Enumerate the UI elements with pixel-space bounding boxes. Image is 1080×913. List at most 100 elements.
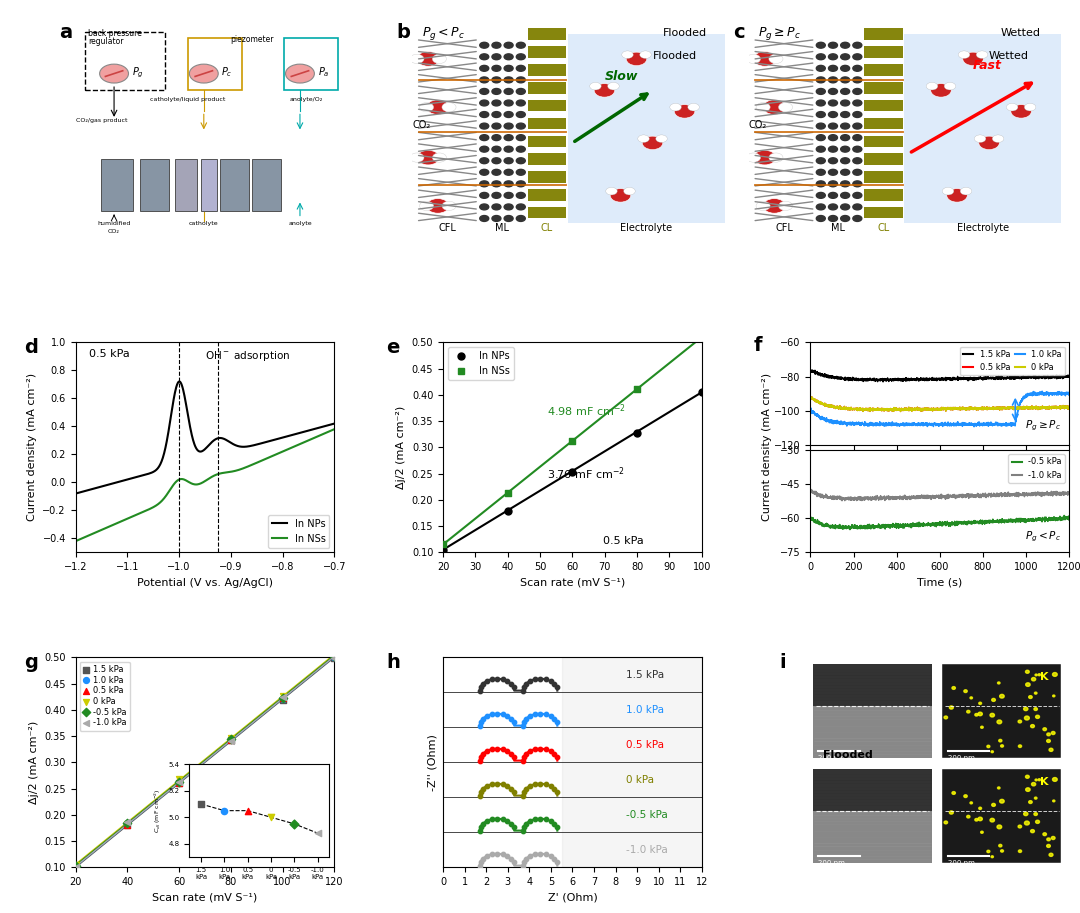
Circle shape [754, 151, 775, 165]
Circle shape [504, 146, 513, 152]
Circle shape [1053, 673, 1057, 677]
Text: e: e [387, 338, 400, 357]
Circle shape [516, 100, 525, 106]
Circle shape [516, 193, 525, 198]
Bar [527, 135, 566, 147]
Point [522, 674, 539, 688]
Circle shape [816, 100, 825, 106]
0.5 kPa [930, 403, 943, 414]
Text: piezometer: piezometer [230, 35, 273, 44]
Circle shape [840, 89, 850, 94]
Bar [864, 172, 903, 183]
Circle shape [967, 710, 970, 713]
Circle shape [516, 42, 525, 48]
Circle shape [840, 123, 850, 129]
X-axis label: Z' (Ohm): Z' (Ohm) [548, 893, 597, 903]
Circle shape [516, 169, 525, 175]
Y-axis label: Δj/2 (mA cm⁻²): Δj/2 (mA cm⁻²) [396, 405, 406, 489]
Circle shape [1036, 715, 1040, 719]
Circle shape [828, 123, 837, 129]
Circle shape [594, 84, 615, 97]
Circle shape [987, 745, 990, 748]
Text: 200 nm: 200 nm [947, 860, 974, 866]
Circle shape [492, 158, 501, 163]
Circle shape [853, 215, 862, 222]
Point [471, 683, 488, 698]
Circle shape [853, 158, 862, 163]
Point [504, 855, 522, 870]
Point [471, 719, 488, 733]
1.5 kPa [804, 365, 816, 376]
Circle shape [853, 123, 862, 129]
Circle shape [927, 82, 937, 90]
-0.5 kPa [1055, 515, 1068, 526]
Circle shape [492, 42, 501, 48]
Circle shape [1026, 775, 1029, 778]
Bar [864, 118, 903, 130]
Point [499, 744, 516, 759]
Point [478, 708, 496, 723]
Point [472, 750, 489, 764]
Circle shape [816, 54, 825, 59]
1.5 kPa [171, 775, 188, 790]
Point [564, 434, 581, 448]
Text: i: i [780, 653, 786, 672]
Text: CO₂: CO₂ [748, 121, 767, 131]
Circle shape [840, 181, 850, 187]
Circle shape [1035, 797, 1037, 799]
Point [488, 846, 505, 861]
Bar [568, 34, 725, 223]
0.5 kPa [326, 647, 343, 662]
Circle shape [480, 158, 489, 163]
Circle shape [840, 169, 850, 175]
Circle shape [853, 77, 862, 83]
0.5 kPa [67, 857, 84, 872]
Point [548, 680, 565, 695]
-1.0 kPa [1063, 488, 1076, 498]
Circle shape [816, 193, 825, 198]
Circle shape [998, 682, 1000, 684]
0.5 kPa [818, 398, 831, 409]
Line: -0.5 kPa: -0.5 kPa [810, 515, 1069, 530]
Circle shape [987, 850, 990, 853]
Circle shape [828, 89, 837, 94]
Circle shape [516, 204, 525, 210]
Point [502, 852, 519, 866]
-0.5 kPa [843, 524, 856, 535]
Circle shape [480, 135, 489, 141]
Circle shape [816, 169, 825, 175]
1.5 kPa [923, 373, 936, 384]
Point [537, 672, 554, 687]
Circle shape [816, 123, 825, 129]
Text: anolyte/O₂: anolyte/O₂ [289, 97, 323, 102]
Circle shape [1035, 779, 1037, 781]
Circle shape [410, 153, 424, 163]
Text: CFL: CFL [438, 223, 457, 233]
Text: Current density (mA cm⁻²): Current density (mA cm⁻²) [762, 373, 772, 521]
Point [434, 537, 451, 551]
Text: 3.76 mF cm$^{-2}$: 3.76 mF cm$^{-2}$ [546, 466, 624, 482]
Circle shape [1024, 813, 1028, 815]
-1.0 kPa [930, 491, 943, 502]
Circle shape [1000, 850, 1003, 852]
Circle shape [949, 811, 954, 814]
Point [488, 707, 505, 721]
Circle shape [931, 84, 951, 97]
Circle shape [1038, 779, 1040, 781]
Point [693, 385, 711, 400]
Point [542, 849, 559, 864]
Circle shape [1030, 725, 1035, 728]
0.5 kPa [274, 691, 292, 706]
Circle shape [492, 146, 501, 152]
1.0 kPa [818, 413, 831, 424]
X-axis label: Time (s): Time (s) [917, 578, 962, 588]
Circle shape [991, 803, 996, 806]
Circle shape [828, 135, 837, 141]
Circle shape [840, 215, 850, 222]
Circle shape [1030, 830, 1035, 833]
Point [502, 747, 519, 761]
Point [515, 855, 532, 869]
-1.0 kPa [1055, 487, 1068, 498]
Bar [864, 28, 903, 40]
Point [478, 743, 496, 758]
